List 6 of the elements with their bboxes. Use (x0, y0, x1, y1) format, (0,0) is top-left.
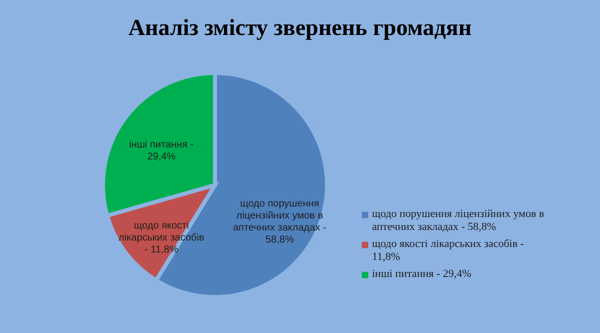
legend-label: інші питання - 29,4% (372, 268, 472, 280)
legend-label: щодо порушення ліцензійних умов в аптечних закладах - 58,8% (372, 208, 544, 233)
chart-title: Аналіз змісту звернень громадян (128, 15, 472, 40)
slice-label: інші питання - 29,4% (129, 139, 194, 162)
legend-label: щодо якості лікарських засобів - 11,8% (372, 238, 524, 263)
slice-label: щодо порушення ліцензійних умов в аптечних закладах - 58,8% (232, 198, 326, 246)
